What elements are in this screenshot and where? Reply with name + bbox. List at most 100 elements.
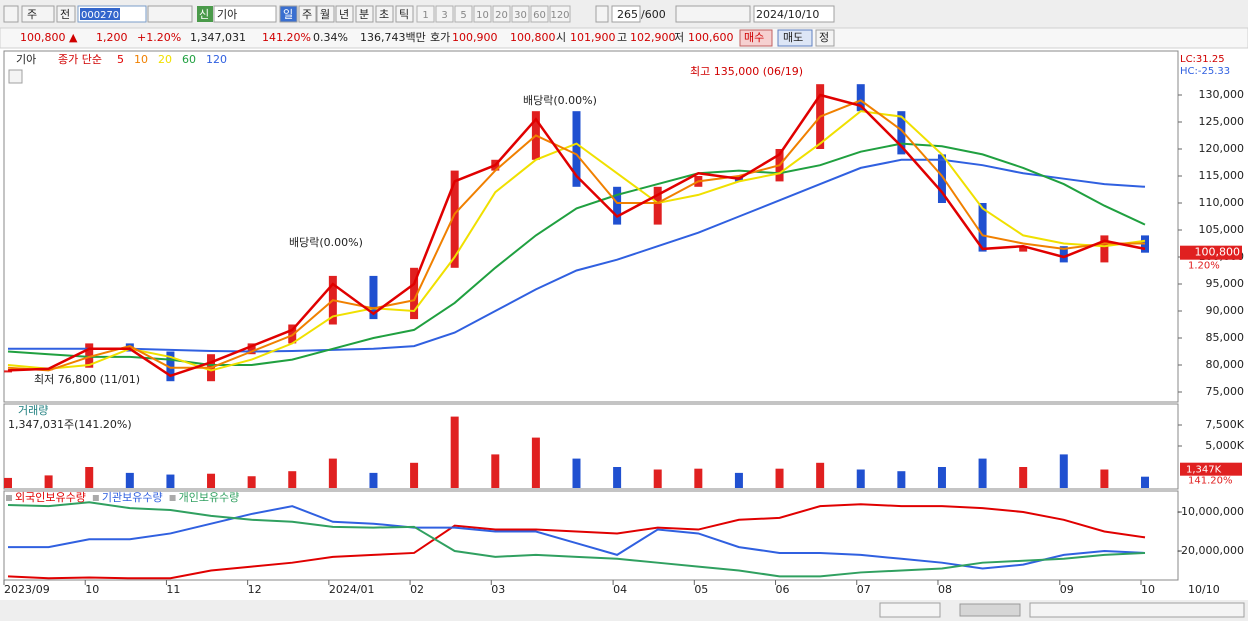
candle — [572, 111, 581, 187]
period-tab[interactable] — [355, 5, 374, 23]
legend-entry: 개인보유수량 — [179, 491, 240, 504]
x-tick-label: 04 — [613, 583, 627, 596]
legend-swatch — [169, 495, 176, 501]
volume-bar — [44, 475, 53, 488]
market-select[interactable] — [21, 5, 55, 23]
x-tick-label: 10 — [85, 583, 99, 596]
count-input[interactable] — [611, 5, 641, 23]
fix-button[interactable] — [815, 29, 835, 47]
y-tick-label: -10,000,000 — [1177, 505, 1244, 518]
y-tick-label: 90,000 — [1206, 304, 1245, 317]
volume-bar — [1100, 469, 1109, 488]
volume-bar — [937, 467, 946, 488]
x-tick-label: 10 — [1141, 583, 1155, 596]
interval-tab[interactable] — [473, 5, 492, 23]
period-tab[interactable] — [279, 5, 298, 23]
period-tab[interactable] — [395, 5, 414, 23]
candle — [166, 351, 175, 382]
code: 000270 — [81, 10, 119, 21]
legend-prefix: 종가 단순 — [58, 53, 102, 66]
stock-name: 기아 — [217, 8, 237, 21]
date-input[interactable] — [753, 5, 835, 23]
interval-tab[interactable] — [454, 5, 473, 23]
y-tick-label: 105,000 — [1199, 223, 1245, 236]
y-tick-label: 75,000 — [1206, 385, 1245, 398]
candle — [85, 343, 94, 368]
interval-label: 30 — [514, 10, 527, 21]
fix: 정 — [819, 31, 829, 44]
tool-icons[interactable] — [675, 5, 751, 23]
x-tick-label: 05 — [694, 583, 708, 596]
last-label: 100,800 — [1195, 246, 1241, 259]
date-label: 10/10 — [1188, 583, 1220, 596]
kind: 전 — [60, 8, 70, 21]
dividend-note: 배당락(0.00%) — [523, 94, 597, 107]
lc: LC:31.25 — [1180, 54, 1225, 65]
candle — [653, 186, 662, 225]
series-line — [7, 142, 1146, 367]
low-note: 최저 76,800 (11/01) — [34, 373, 140, 386]
period-tab[interactable] — [298, 5, 317, 23]
interval-label: 5 — [460, 10, 466, 21]
candle — [288, 324, 297, 344]
legend-entry: 외국인보유수량 — [15, 491, 86, 504]
volume-bar — [207, 473, 216, 488]
period-tab[interactable] — [335, 5, 354, 23]
series-line — [7, 501, 1146, 578]
volume-bar — [491, 454, 500, 488]
x-tick-label: 2023/09 — [4, 583, 50, 596]
change: 1,200 — [96, 31, 128, 44]
badge-box — [197, 6, 213, 22]
interval-tab[interactable] — [530, 5, 549, 23]
interval-tab[interactable] — [492, 5, 511, 23]
search-icons[interactable] — [147, 5, 193, 23]
candle — [856, 84, 865, 112]
count: 265 — [617, 8, 638, 21]
dropdown[interactable] — [595, 5, 609, 23]
scroll-thumb[interactable] — [959, 603, 1021, 617]
kind-button[interactable] — [56, 5, 76, 23]
volume-bar — [775, 468, 784, 488]
interval-tab[interactable] — [511, 5, 530, 23]
buy-button[interactable] — [739, 29, 773, 47]
hc: HC:-25.33 — [1180, 66, 1230, 77]
price-pane — [3, 50, 1179, 403]
legend-swatch — [6, 495, 12, 501]
nav-buttons[interactable] — [879, 602, 941, 618]
last-tag — [1180, 245, 1242, 260]
interval-tab[interactable] — [416, 5, 435, 23]
x-tick-label: 07 — [857, 583, 871, 596]
y-tick-label: 110,000 — [1199, 196, 1245, 209]
high: 102,900 — [630, 31, 676, 44]
interval-tab[interactable] — [435, 5, 454, 23]
volume-bar — [613, 467, 622, 488]
market: 주 — [27, 8, 37, 21]
buy: 매수 — [744, 31, 764, 44]
volume-bar — [1141, 476, 1149, 488]
candle — [613, 186, 622, 225]
table-icon[interactable] — [8, 69, 23, 84]
sell: 매도 — [783, 31, 803, 44]
volume-bar — [653, 469, 662, 488]
dividend-note: 배당락(0.00%) — [289, 236, 363, 249]
volume-bar — [166, 474, 175, 488]
interval-tab[interactable] — [549, 5, 571, 23]
volume-bar — [694, 468, 703, 488]
period-tab[interactable] — [375, 5, 394, 23]
y-tick-label: 120,000 — [1199, 142, 1245, 155]
menu-icon[interactable] — [3, 5, 19, 23]
candle — [410, 267, 419, 320]
legend-entry: 120 — [206, 53, 227, 66]
y-tick-label: -20,000,000 — [1177, 544, 1244, 557]
volume-bar — [1059, 454, 1068, 488]
date: 2024/10/10 — [756, 8, 819, 21]
y-tick-label: 130,000 — [1199, 88, 1245, 101]
period-tab[interactable] — [316, 5, 335, 23]
name-input[interactable] — [213, 5, 277, 23]
low: 100,600 — [688, 31, 734, 44]
volume-bar — [1019, 467, 1028, 488]
sell-button[interactable] — [777, 29, 813, 47]
zoom-buttons[interactable] — [1029, 602, 1245, 618]
